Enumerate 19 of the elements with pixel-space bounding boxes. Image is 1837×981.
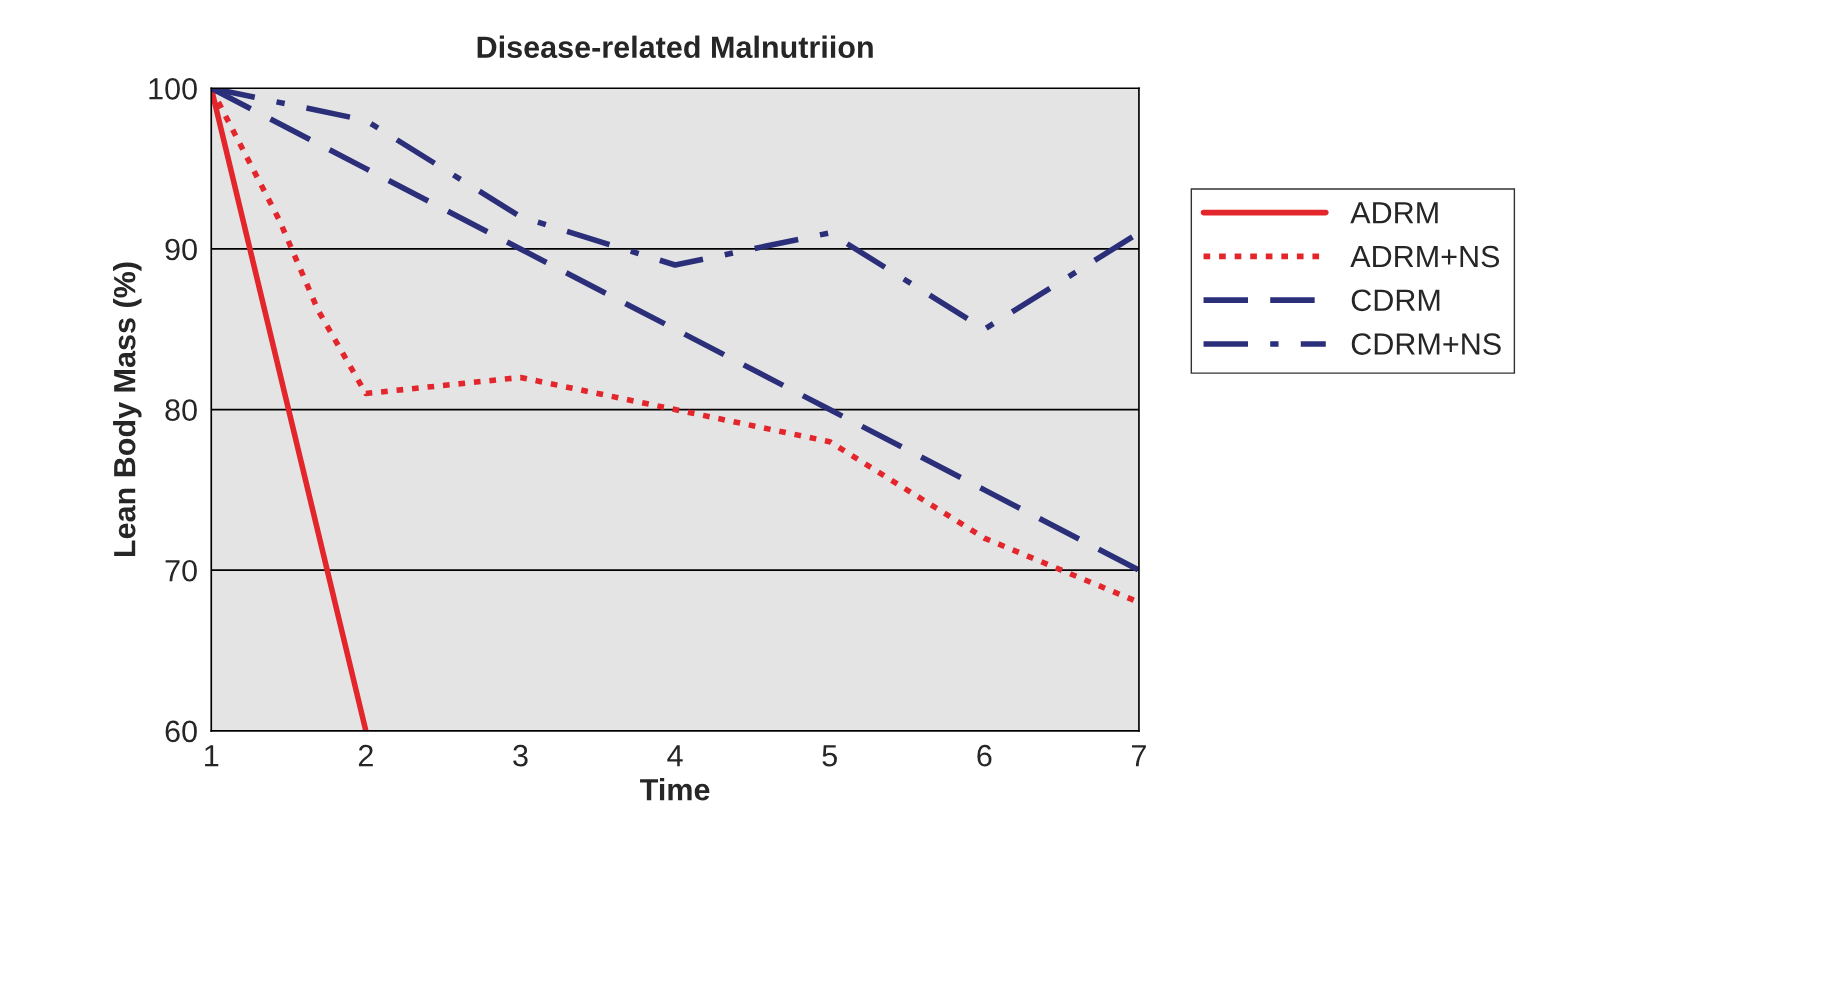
y-tick-label: 80 bbox=[165, 399, 197, 421]
x-axis-title: Time bbox=[640, 778, 710, 801]
x-tick-label: 5 bbox=[822, 745, 837, 767]
chart-title: Disease-related Malnutriion bbox=[477, 35, 873, 59]
legend-label: ADRM bbox=[1350, 202, 1438, 224]
legend-label: CDRM+NS bbox=[1351, 333, 1501, 355]
x-tick-label: 1 bbox=[205, 745, 219, 767]
y-tick-label: 60 bbox=[165, 720, 197, 743]
y-tick-label: 100 bbox=[149, 78, 197, 100]
legend-label: CDRM bbox=[1351, 289, 1440, 312]
y-tick-label: 70 bbox=[165, 559, 197, 582]
y-tick-label: 90 bbox=[165, 238, 197, 261]
x-tick-label: 4 bbox=[667, 745, 683, 767]
legend-label: ADRM+NS bbox=[1350, 245, 1500, 268]
x-tick-label: 2 bbox=[358, 744, 373, 767]
x-tick-label: 3 bbox=[513, 744, 528, 767]
y-axis-title: Lean Body Mass (%) bbox=[113, 262, 142, 557]
x-tick-label: 6 bbox=[977, 744, 992, 767]
x-tick-label: 7 bbox=[1132, 745, 1146, 767]
